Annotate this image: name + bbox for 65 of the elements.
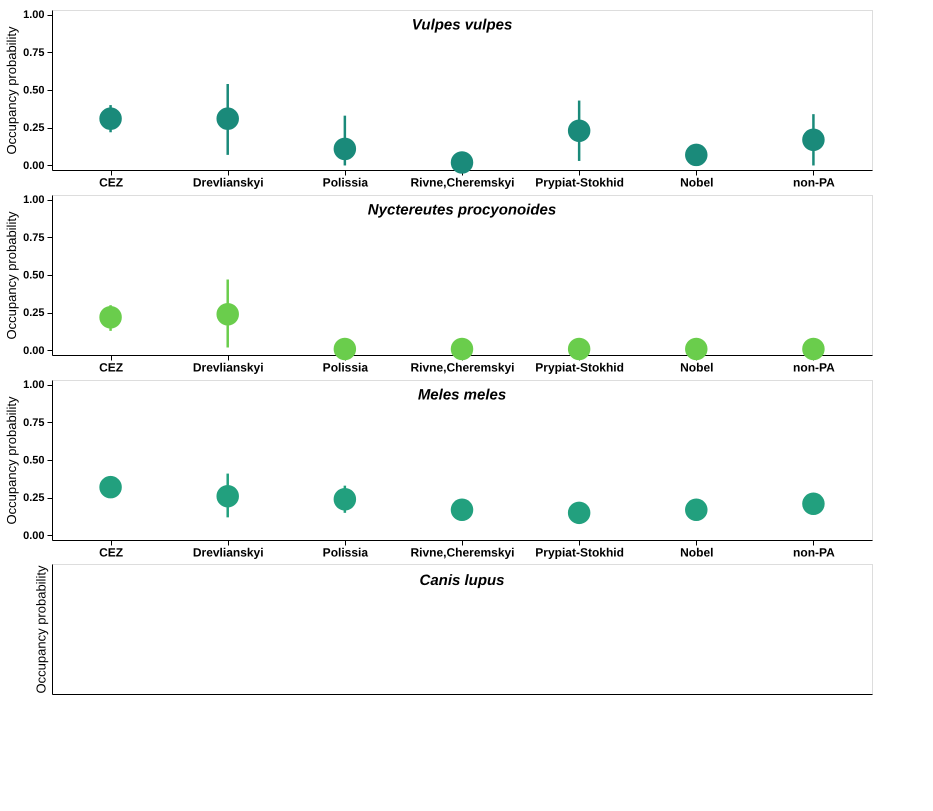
text: Occupancy probability <box>34 565 48 694</box>
x-tick-label: Nobel <box>680 176 714 190</box>
y-tick-label: 0.25 <box>23 307 44 320</box>
point <box>568 338 590 360</box>
x-tick-label: Polissia <box>322 176 368 190</box>
point <box>99 107 122 130</box>
x-tick-label: Prypiat-Stokhid <box>535 546 624 560</box>
x-tick-label: Prypiat-Stokhid <box>535 176 624 190</box>
y-axis-title: Occupancy probability <box>4 396 20 524</box>
point <box>450 151 474 174</box>
point <box>99 476 122 498</box>
point <box>334 138 356 160</box>
point <box>685 144 708 166</box>
y-tick-label: 0.00 <box>23 344 44 357</box>
y-tick-label: 0.00 <box>23 530 44 542</box>
x-tick-label: Rivne,Cheremskyi <box>410 360 515 374</box>
point <box>685 498 708 522</box>
x-tick-label: Polissia <box>322 360 368 374</box>
point <box>685 338 708 360</box>
chart-title: Meles meles <box>418 386 506 404</box>
y-tick-label: 0.75 <box>23 416 44 429</box>
point <box>568 120 590 142</box>
x-tick-label: Rivne,Cheremskyi <box>410 176 515 190</box>
text: Canis lupus <box>419 572 505 589</box>
y-tick-label: 0.50 <box>23 84 44 96</box>
x-tick-label: CEZ <box>99 176 124 190</box>
x-tick-label: Drevlianskyi <box>192 546 264 560</box>
y-tick-label: 0.50 <box>23 270 44 282</box>
chart-title: Vulpes vulpes <box>412 16 512 34</box>
y-tick-label: 0.50 <box>23 454 44 466</box>
point <box>802 338 825 360</box>
x-tick-label: non-PA <box>793 176 836 190</box>
y-axis-title: Occupancy probability <box>4 211 20 340</box>
y-axis-title: Occupancy probability <box>4 26 20 154</box>
point <box>568 502 590 524</box>
x-tick-label: CEZ <box>99 546 124 560</box>
chart-title: Nyctereutes procyonoides <box>368 202 556 219</box>
y-tick-label: 1.00 <box>23 9 44 22</box>
y-tick-label: 1.00 <box>23 379 44 392</box>
x-tick-label: Drevlianskyi <box>192 360 264 374</box>
point <box>216 485 239 508</box>
x-tick-label: non-PA <box>793 360 836 374</box>
point <box>99 306 122 328</box>
point <box>802 492 825 515</box>
y-tick-label: 0.75 <box>23 232 44 244</box>
x-tick-label: Nobel <box>680 546 714 560</box>
point <box>216 303 239 326</box>
y-tick-label: 0.25 <box>23 492 44 504</box>
point <box>450 338 474 360</box>
x-tick-label: Drevlianskyi <box>192 176 264 190</box>
x-tick-label: CEZ <box>99 360 124 374</box>
x-tick-label: Rivne,Cheremskyi <box>410 546 515 560</box>
x-tick-label: non-PA <box>793 546 836 560</box>
y-tick-label: 0.75 <box>23 46 44 59</box>
point <box>334 488 356 510</box>
y-tick-label: 1.00 <box>23 194 44 206</box>
y-tick-label: 0.25 <box>23 122 44 134</box>
point <box>216 107 239 130</box>
point <box>450 498 474 522</box>
y-tick-label: 0.00 <box>23 160 44 172</box>
point <box>334 338 356 360</box>
x-tick-label: Nobel <box>680 360 714 374</box>
x-tick-label: Prypiat-Stokhid <box>535 360 624 374</box>
point <box>802 128 825 152</box>
x-tick-label: Polissia <box>322 546 368 560</box>
